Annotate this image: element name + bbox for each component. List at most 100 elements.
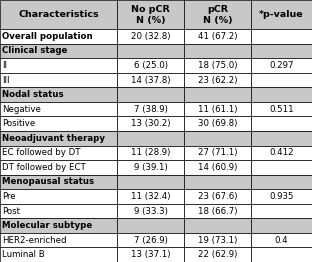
Bar (0, 247, 117, 262)
Bar (117, 29, 184, 44)
Bar (184, 146, 251, 160)
Text: 13 (37.1): 13 (37.1) (131, 250, 170, 259)
Bar (251, 58, 312, 73)
Bar (184, 175, 251, 189)
Bar (251, 73, 312, 87)
Bar (184, 0, 251, 29)
Text: 0.297: 0.297 (269, 61, 294, 70)
Text: 22 (62.9): 22 (62.9) (198, 250, 237, 259)
Text: 23 (67.6): 23 (67.6) (198, 192, 237, 201)
Bar (117, 131, 184, 146)
Bar (0, 44, 117, 58)
Bar (251, 29, 312, 44)
Text: DT followed by ECT: DT followed by ECT (2, 163, 86, 172)
Text: III: III (2, 75, 10, 85)
Text: II: II (2, 61, 7, 70)
Text: Menopausal status: Menopausal status (2, 177, 95, 187)
Text: 7 (26.9): 7 (26.9) (134, 236, 168, 245)
Text: Characteristics: Characteristics (18, 10, 99, 19)
Text: *p-value: *p-value (259, 10, 304, 19)
Text: 18 (75.0): 18 (75.0) (198, 61, 237, 70)
Bar (251, 204, 312, 218)
Bar (184, 160, 251, 175)
Bar (0, 0, 117, 29)
Bar (0, 218, 117, 233)
Bar (251, 175, 312, 189)
Bar (0, 175, 117, 189)
Bar (184, 218, 251, 233)
Bar (117, 218, 184, 233)
Text: 30 (69.8): 30 (69.8) (198, 119, 237, 128)
Bar (117, 102, 184, 116)
Text: 41 (67.2): 41 (67.2) (198, 32, 237, 41)
Text: 0.412: 0.412 (269, 148, 294, 157)
Bar (117, 73, 184, 87)
Bar (251, 0, 312, 29)
Bar (184, 233, 251, 247)
Bar (0, 189, 117, 204)
Bar (184, 116, 251, 131)
Text: 0.935: 0.935 (269, 192, 294, 201)
Text: Overall population: Overall population (2, 32, 93, 41)
Bar (251, 87, 312, 102)
Text: 11 (61.1): 11 (61.1) (198, 105, 237, 114)
Bar (251, 247, 312, 262)
Text: 6 (25.0): 6 (25.0) (134, 61, 168, 70)
Text: 19 (73.1): 19 (73.1) (198, 236, 237, 245)
Text: Molecular subtype: Molecular subtype (2, 221, 93, 230)
Text: 9 (39.1): 9 (39.1) (134, 163, 168, 172)
Bar (117, 189, 184, 204)
Bar (251, 218, 312, 233)
Text: pCR
N (%): pCR N (%) (203, 4, 232, 25)
Bar (251, 189, 312, 204)
Text: 11 (32.4): 11 (32.4) (131, 192, 170, 201)
Bar (117, 44, 184, 58)
Text: 0.511: 0.511 (269, 105, 294, 114)
Bar (117, 233, 184, 247)
Bar (117, 247, 184, 262)
Text: 27 (71.1): 27 (71.1) (198, 148, 237, 157)
Text: 14 (60.9): 14 (60.9) (198, 163, 237, 172)
Text: Positive: Positive (2, 119, 36, 128)
Text: Post: Post (2, 206, 21, 216)
Text: Luminal B: Luminal B (2, 250, 45, 259)
Bar (0, 102, 117, 116)
Bar (117, 116, 184, 131)
Bar (251, 233, 312, 247)
Bar (0, 233, 117, 247)
Text: 14 (37.8): 14 (37.8) (131, 75, 170, 85)
Text: Negative: Negative (2, 105, 41, 114)
Bar (251, 131, 312, 146)
Text: Nodal status: Nodal status (2, 90, 64, 99)
Text: Neoadjuvant therapy: Neoadjuvant therapy (2, 134, 105, 143)
Bar (0, 146, 117, 160)
Bar (0, 131, 117, 146)
Text: Pre: Pre (2, 192, 16, 201)
Bar (184, 247, 251, 262)
Text: EC followed by DT: EC followed by DT (2, 148, 81, 157)
Bar (117, 58, 184, 73)
Bar (184, 102, 251, 116)
Bar (251, 160, 312, 175)
Bar (184, 44, 251, 58)
Text: Clinical stage: Clinical stage (2, 46, 68, 56)
Text: No pCR
N (%): No pCR N (%) (131, 4, 170, 25)
Bar (184, 204, 251, 218)
Bar (0, 58, 117, 73)
Bar (117, 0, 184, 29)
Bar (0, 87, 117, 102)
Bar (117, 146, 184, 160)
Text: 0.4: 0.4 (275, 236, 288, 245)
Bar (0, 116, 117, 131)
Text: 23 (62.2): 23 (62.2) (198, 75, 237, 85)
Bar (0, 204, 117, 218)
Text: 7 (38.9): 7 (38.9) (134, 105, 168, 114)
Text: HER2-enriched: HER2-enriched (2, 236, 67, 245)
Bar (184, 189, 251, 204)
Bar (251, 116, 312, 131)
Bar (251, 102, 312, 116)
Bar (117, 87, 184, 102)
Bar (117, 204, 184, 218)
Bar (0, 73, 117, 87)
Bar (184, 131, 251, 146)
